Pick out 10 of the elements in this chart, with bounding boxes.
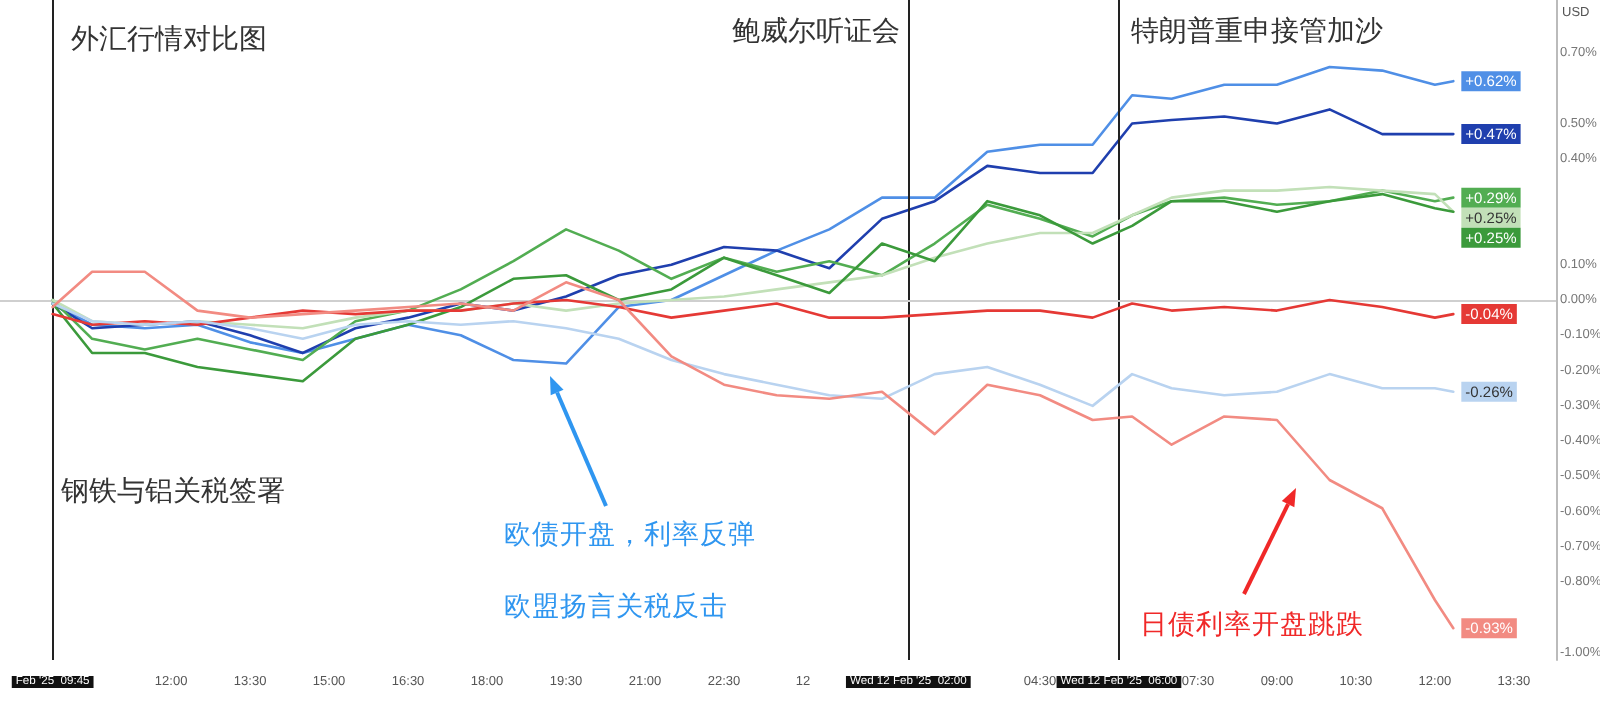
line-series: [51, 108, 1455, 355]
annotation: 日债利率开盘跳跌: [1140, 609, 1364, 639]
annotation: 欧债开盘，利率反弹: [504, 519, 756, 549]
line-series: [51, 298, 1455, 327]
annotation: 欧盟扬言关税反击: [504, 591, 728, 621]
line-series: [51, 302, 1455, 408]
ref-line-label: 特朗普重申接管加沙: [1130, 14, 1383, 46]
ref-line-label: 钢铁与铝关税签署: [58, 474, 285, 506]
text: 外汇行情对比图: [70, 22, 267, 54]
ref-line-label: 鲍威尔听证会: [732, 14, 901, 46]
